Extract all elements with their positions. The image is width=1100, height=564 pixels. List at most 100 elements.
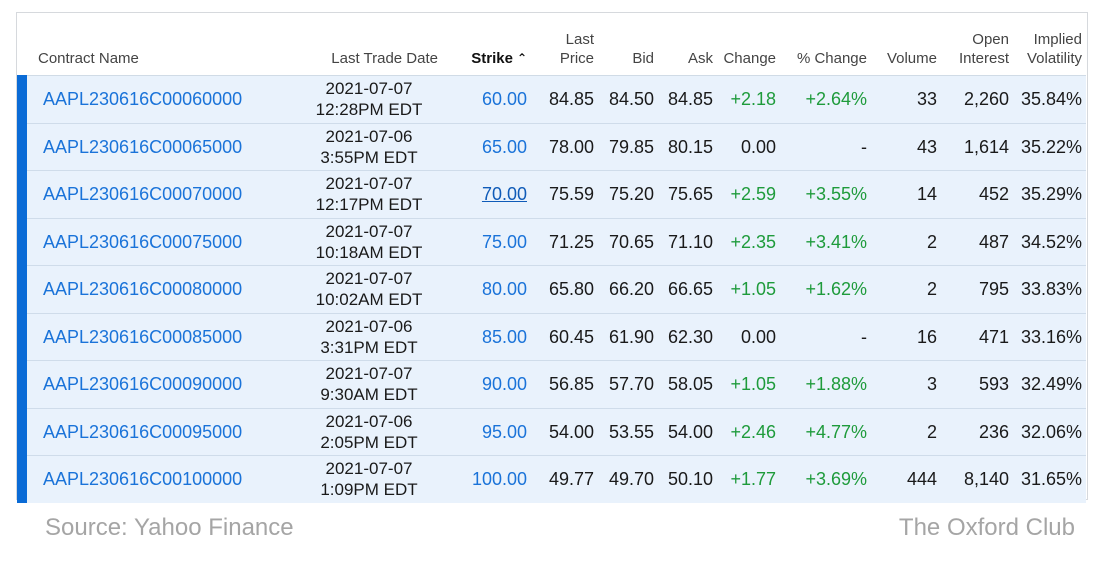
last-price-cell: 49.77 xyxy=(548,469,594,490)
trade-time: 2:05PM EDT xyxy=(320,432,418,452)
in-the-money-marker xyxy=(17,122,27,170)
header-ask[interactable]: Ask xyxy=(687,50,713,67)
last-trade-date-cell: 2021-07-06 3:31PM EDT xyxy=(296,313,442,361)
table-row: AAPL230616C00090000 2021-07-07 9:30AM EDT 9… xyxy=(17,360,1086,409)
implied-volatility-cell: 31.65% xyxy=(1020,469,1082,490)
open-interest-cell: 593 xyxy=(978,374,1009,395)
bid-cell: 49.70 xyxy=(608,469,654,490)
bid-cell: 57.70 xyxy=(608,374,654,395)
last-trade-date-cell: 2021-07-07 1:09PM EDT xyxy=(296,456,442,503)
strike-cell: 95.00 xyxy=(442,408,531,456)
last-trade-date-cell: 2021-07-06 3:55PM EDT xyxy=(296,123,442,171)
contract-link[interactable]: AAPL230616C00090000 xyxy=(43,374,243,395)
in-the-money-marker xyxy=(17,170,27,218)
contract-link[interactable]: AAPL230616C00070000 xyxy=(43,184,243,205)
contract-cell: AAPL230616C00065000 xyxy=(17,122,296,171)
header-implied-volatility[interactable]: Implied Volatility xyxy=(1026,31,1082,67)
implied-volatility-cell: 32.06% xyxy=(1020,421,1082,442)
table-row: AAPL230616C00100000 2021-07-07 1:09PM EDT 1… xyxy=(17,455,1086,503)
open-interest-cell: 452 xyxy=(978,184,1009,205)
last-trade-date-cell: 2021-07-07 10:02AM EDT xyxy=(296,266,442,314)
trade-date: 2021-07-06 xyxy=(325,411,413,431)
in-the-money-marker xyxy=(17,455,27,503)
header-change[interactable]: Change xyxy=(723,50,776,67)
change-cell: +1.05 xyxy=(730,374,776,395)
table-row: AAPL230616C00085000 2021-07-06 3:31PM EDT 8… xyxy=(17,312,1086,361)
caret-up-icon: ⌃ xyxy=(516,51,527,65)
contract-link[interactable]: AAPL230616C00075000 xyxy=(43,231,243,252)
header-bid[interactable]: Bid xyxy=(632,50,654,67)
source-credit: Source: Yahoo Finance xyxy=(45,514,294,541)
contract-cell: AAPL230616C00090000 xyxy=(17,360,296,409)
ask-cell: 62.30 xyxy=(667,326,713,347)
trade-time: 3:31PM EDT xyxy=(320,337,418,357)
trade-date: 2021-07-07 xyxy=(325,221,413,241)
bid-cell: 75.20 xyxy=(608,184,654,205)
contract-link[interactable]: AAPL230616C00100000 xyxy=(43,469,243,490)
change-cell: +1.77 xyxy=(730,469,776,490)
header-volume[interactable]: Volume xyxy=(886,50,937,67)
open-interest-cell: 8,140 xyxy=(963,469,1009,490)
brand-credit: The Oxford Club xyxy=(898,514,1075,541)
last-price-cell: 60.45 xyxy=(548,326,594,347)
options-chain-table: Contract Name Last Trade Date Strike ⌃ La… xyxy=(17,13,1086,503)
strike-cell: 80.00 xyxy=(442,266,531,314)
change-cell: +1.05 xyxy=(730,279,776,300)
implied-volatility-cell: 33.16% xyxy=(1020,326,1082,347)
header-contract-name[interactable]: Contract Name xyxy=(38,50,139,67)
table-header-row: Contract Name Last Trade Date Strike ⌃ La… xyxy=(17,13,1086,76)
trade-time: 12:28PM EDT xyxy=(315,100,423,120)
change-cell: 0.00 xyxy=(740,136,776,157)
strike-cell: 70.00 xyxy=(442,171,531,219)
contract-link[interactable]: AAPL230616C00065000 xyxy=(43,136,243,157)
contract-link[interactable]: AAPL230616C00060000 xyxy=(43,89,243,110)
strike-link[interactable]: 85.00 xyxy=(481,326,527,347)
open-interest-cell: 2,260 xyxy=(963,89,1009,110)
contract-cell: AAPL230616C00085000 xyxy=(17,312,296,361)
ask-cell: 84.85 xyxy=(667,89,713,110)
header-pct-change[interactable]: % Change xyxy=(796,50,867,67)
implied-volatility-cell: 35.84% xyxy=(1020,89,1082,110)
strike-link[interactable]: 60.00 xyxy=(481,89,527,110)
strike-link[interactable]: 75.00 xyxy=(481,231,527,252)
open-interest-cell: 236 xyxy=(978,421,1009,442)
volume-cell: 2 xyxy=(926,421,937,442)
pct-change-cell: +1.62% xyxy=(805,279,867,300)
implied-volatility-cell: 32.49% xyxy=(1020,374,1082,395)
contract-link[interactable]: AAPL230616C00085000 xyxy=(43,326,243,347)
strike-link[interactable]: 100.00 xyxy=(471,469,527,490)
strike-link[interactable]: 95.00 xyxy=(481,421,527,442)
table-body: AAPL230616C00060000 2021-07-07 12:28PM EDT… xyxy=(17,75,1086,503)
trade-date: 2021-07-07 xyxy=(325,364,413,384)
trade-date: 2021-07-06 xyxy=(325,316,413,336)
table-row: AAPL230616C00080000 2021-07-07 10:02AM EDT… xyxy=(17,265,1086,314)
trade-time: 10:02AM EDT xyxy=(315,290,423,310)
in-the-money-marker xyxy=(17,265,27,313)
change-cell: +2.46 xyxy=(730,421,776,442)
pct-change-cell: - xyxy=(861,136,867,157)
volume-cell: 14 xyxy=(916,184,937,205)
last-price-cell: 56.85 xyxy=(548,374,594,395)
strike-link[interactable]: 70.00 xyxy=(481,184,527,205)
strike-link[interactable]: 80.00 xyxy=(481,279,527,300)
contract-cell: AAPL230616C00070000 xyxy=(17,170,296,219)
volume-cell: 2 xyxy=(926,231,937,252)
contract-cell: AAPL230616C00100000 xyxy=(17,455,296,503)
bid-cell: 70.65 xyxy=(608,231,654,252)
contract-link[interactable]: AAPL230616C00080000 xyxy=(43,279,243,300)
strike-link[interactable]: 90.00 xyxy=(481,374,527,395)
header-last-price[interactable]: Last Price xyxy=(559,31,594,67)
ask-cell: 71.10 xyxy=(667,231,713,252)
change-cell: +2.59 xyxy=(730,184,776,205)
header-strike[interactable]: Strike ⌃ xyxy=(471,50,527,67)
trade-date: 2021-07-06 xyxy=(325,126,413,146)
last-price-cell: 84.85 xyxy=(548,89,594,110)
header-open-interest[interactable]: Open Interest xyxy=(958,31,1009,67)
change-cell: +2.18 xyxy=(730,89,776,110)
strike-link[interactable]: 65.00 xyxy=(481,136,527,157)
bid-cell: 84.50 xyxy=(608,89,654,110)
header-last-trade-date[interactable]: Last Trade Date xyxy=(331,50,438,67)
contract-link[interactable]: AAPL230616C00095000 xyxy=(43,421,243,442)
pct-change-cell: +3.69% xyxy=(805,469,867,490)
open-interest-cell: 1,614 xyxy=(963,136,1009,157)
